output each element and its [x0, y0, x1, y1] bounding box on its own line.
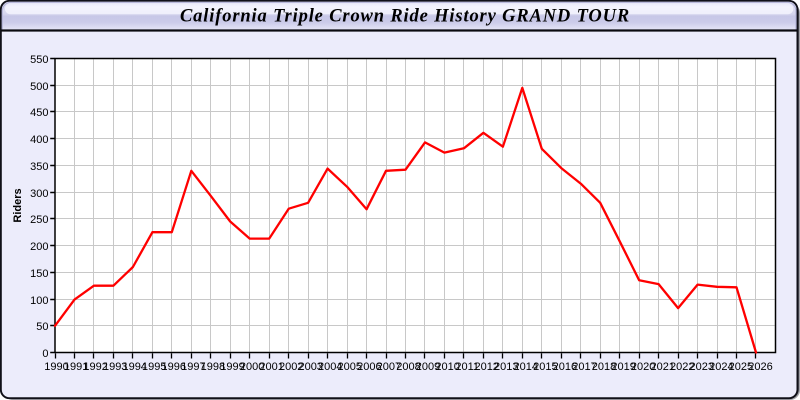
svg-text:2009: 2009: [416, 361, 440, 373]
svg-text:2019: 2019: [611, 361, 635, 373]
svg-text:2008: 2008: [396, 361, 420, 373]
svg-text:100: 100: [30, 295, 48, 307]
svg-text:Riders: Riders: [12, 188, 24, 222]
svg-text:2000: 2000: [240, 361, 264, 373]
svg-text:2005: 2005: [338, 361, 362, 373]
svg-text:2010: 2010: [435, 361, 459, 373]
svg-text:350: 350: [30, 161, 48, 173]
svg-text:200: 200: [30, 241, 48, 253]
svg-text:2026: 2026: [748, 361, 772, 373]
svg-text:2014: 2014: [514, 361, 538, 373]
svg-text:2017: 2017: [572, 361, 596, 373]
svg-text:California Triple Crown Ride H: California Triple Crown Ride History GRA…: [180, 7, 630, 27]
svg-text:2016: 2016: [553, 361, 577, 373]
svg-text:150: 150: [30, 268, 48, 280]
svg-text:1991: 1991: [64, 361, 88, 373]
svg-text:2002: 2002: [279, 361, 303, 373]
svg-text:1998: 1998: [201, 361, 225, 373]
svg-text:1995: 1995: [142, 361, 166, 373]
svg-text:2022: 2022: [670, 361, 694, 373]
svg-text:1997: 1997: [181, 361, 205, 373]
svg-text:1990: 1990: [44, 361, 68, 373]
svg-text:2011: 2011: [455, 361, 479, 373]
svg-text:2021: 2021: [650, 361, 674, 373]
svg-text:2025: 2025: [729, 361, 753, 373]
svg-text:2003: 2003: [298, 361, 322, 373]
svg-text:2023: 2023: [690, 361, 714, 373]
svg-text:50: 50: [36, 321, 48, 333]
svg-text:1992: 1992: [83, 361, 107, 373]
svg-text:2006: 2006: [357, 361, 381, 373]
svg-text:500: 500: [30, 81, 48, 93]
svg-text:0: 0: [42, 348, 48, 360]
svg-text:2007: 2007: [377, 361, 401, 373]
svg-text:2020: 2020: [631, 361, 655, 373]
svg-text:550: 550: [30, 54, 48, 66]
svg-text:1996: 1996: [162, 361, 186, 373]
svg-text:2015: 2015: [533, 361, 557, 373]
svg-text:400: 400: [30, 134, 48, 146]
svg-text:2018: 2018: [592, 361, 616, 373]
svg-text:2024: 2024: [709, 361, 733, 373]
svg-text:2001: 2001: [259, 361, 283, 373]
svg-text:2013: 2013: [494, 361, 518, 373]
svg-text:1999: 1999: [220, 361, 244, 373]
svg-text:1994: 1994: [122, 361, 146, 373]
svg-text:2012: 2012: [474, 361, 498, 373]
svg-text:2004: 2004: [318, 361, 342, 373]
svg-text:300: 300: [30, 188, 48, 200]
svg-text:1993: 1993: [103, 361, 127, 373]
svg-text:250: 250: [30, 214, 48, 226]
svg-text:450: 450: [30, 107, 48, 119]
